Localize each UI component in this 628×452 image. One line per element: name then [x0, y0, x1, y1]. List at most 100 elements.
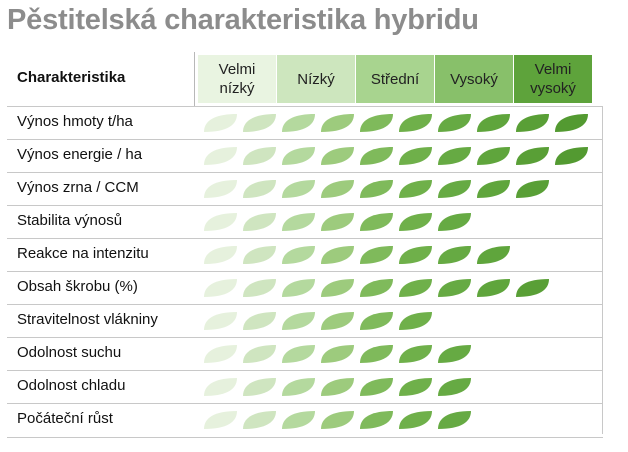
rating-leaf [360, 345, 393, 363]
page-title: Pěstitelská charakteristika hybridu [7, 4, 479, 36]
row-label: Reakce na intenzitu [17, 245, 149, 262]
table-row: Odolnost suchu [7, 337, 603, 371]
rating-leaf [477, 147, 510, 165]
rating-leaf [282, 378, 315, 396]
rating-leaf [282, 411, 315, 429]
row-label: Stravitelnost vlákniny [17, 311, 158, 328]
rating-leaf [399, 279, 432, 297]
rating-leaf [321, 246, 354, 264]
level-header-text: Velmi [534, 61, 572, 78]
rating-leaf [321, 411, 354, 429]
rating-leaf [282, 312, 315, 330]
rating-leaf [243, 114, 276, 132]
table-row: Odolnost chladu [7, 370, 603, 404]
rating-leaf [243, 411, 276, 429]
rating-leaf [204, 114, 237, 132]
rating-leaf [204, 246, 237, 264]
rating-leaf [438, 114, 471, 132]
rating-leaf [516, 114, 549, 132]
rating-leaf [360, 279, 393, 297]
level-header-cell: Vysoký [435, 55, 513, 103]
rating-leaf [321, 147, 354, 165]
rating-leaf [555, 147, 588, 165]
rating-leaf [321, 279, 354, 297]
rating-leaf [516, 180, 549, 198]
row-label: Výnos hmoty t/ha [17, 113, 133, 130]
level-header-text: vysoký [530, 80, 576, 97]
rating-leaf [399, 312, 432, 330]
level-header-text: Velmi [218, 61, 256, 78]
rating-leaves [204, 180, 549, 198]
rating-leaf [204, 411, 237, 429]
level-header-cell: Nízký [277, 55, 355, 103]
rating-leaf [282, 114, 315, 132]
rating-leaf [321, 180, 354, 198]
rating-leaf [282, 147, 315, 165]
level-header-cell: Velmi nízký [198, 55, 276, 103]
rating-leaf [282, 213, 315, 231]
rating-leaf [399, 114, 432, 132]
table-row: Výnos energie / ha [7, 139, 603, 173]
rating-leaf [360, 411, 393, 429]
level-header-cell: Střední [356, 55, 434, 103]
rating-leaf [438, 246, 471, 264]
rating-leaf [399, 147, 432, 165]
rating-leaf [477, 279, 510, 297]
level-header-cell: Velmi vysoký [514, 55, 592, 103]
rating-leaf [243, 378, 276, 396]
rating-leaf [438, 180, 471, 198]
row-label: Odolnost chladu [17, 377, 126, 394]
rating-leaf [477, 114, 510, 132]
rating-leaf [204, 147, 237, 165]
rating-leaf [477, 180, 510, 198]
row-label: Výnos energie / ha [17, 146, 143, 163]
table-row: Obsah škrobu (%) [7, 271, 603, 305]
rating-leaf [282, 180, 315, 198]
rating-leaf [204, 279, 237, 297]
table-row: Výnos hmoty t/ha [7, 106, 603, 140]
row-label: Počáteční růst [17, 410, 113, 427]
rating-leaf [204, 345, 237, 363]
table-right-border [602, 106, 603, 434]
rating-leaf [438, 345, 471, 363]
rating-leaf [204, 312, 237, 330]
level-header-text: Střední [370, 70, 420, 88]
rating-leaf [360, 147, 393, 165]
rating-leaves [204, 411, 471, 429]
rating-leaf [477, 246, 510, 264]
row-label: Výnos zrna / CCM [17, 179, 139, 196]
level-header-text: Nízký [297, 70, 335, 88]
rating-leaf [204, 378, 237, 396]
rating-leaf [399, 246, 432, 264]
rating-leaves [204, 345, 471, 363]
rating-leaf [282, 279, 315, 297]
rating-leaf [399, 213, 432, 231]
rating-leaf [204, 213, 237, 231]
row-label: Obsah škrobu (%) [17, 278, 138, 295]
rating-leaf [243, 345, 276, 363]
rating-leaf [243, 279, 276, 297]
rating-leaves [204, 114, 588, 132]
row-label: Stabilita výnosů [17, 212, 123, 229]
rating-leaf [243, 180, 276, 198]
rating-leaf [321, 378, 354, 396]
rating-leaf [438, 378, 471, 396]
table-row: Výnos zrna / CCM [7, 172, 603, 206]
rating-leaf [282, 345, 315, 363]
table-row: Reakce na intenzitu [7, 238, 603, 272]
level-header-text: Vysoký [450, 70, 498, 88]
table-row: Stravitelnost vlákniny [7, 304, 603, 338]
rating-leaves [204, 147, 588, 165]
rating-leaves [204, 213, 471, 231]
rating-leaf [243, 312, 276, 330]
rating-leaf [399, 180, 432, 198]
rating-leaf [399, 411, 432, 429]
rating-leaf [438, 147, 471, 165]
characteristics-table: Charakteristika Velmi nízký Nízký Střední Vy… [7, 52, 603, 438]
rating-leaf [360, 378, 393, 396]
table-row: Stabilita výnosů [7, 205, 603, 239]
characteristic-column-header: Charakteristika [17, 69, 126, 86]
rating-leaves [204, 246, 510, 264]
rating-leaf [321, 114, 354, 132]
rating-leaf [360, 312, 393, 330]
